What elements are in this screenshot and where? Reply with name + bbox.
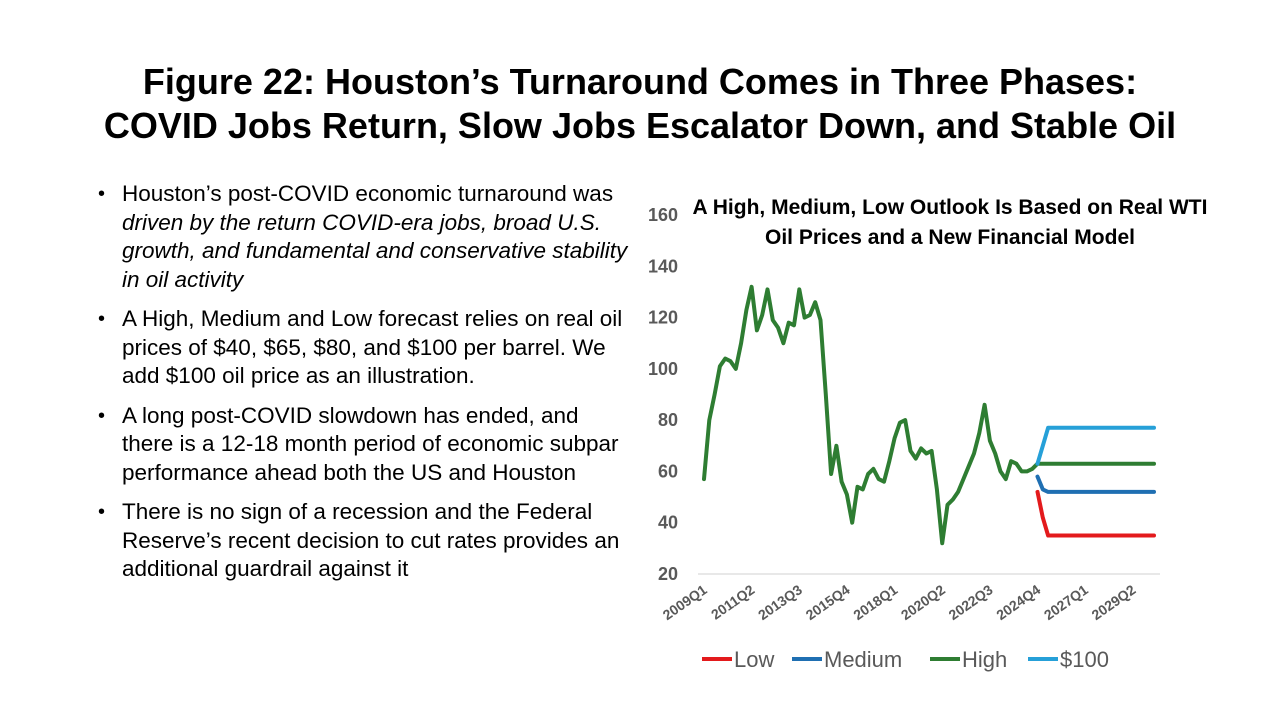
y-tick-label: 100 — [648, 359, 678, 379]
bullet-text: There is no sign of a recession and the … — [122, 499, 620, 581]
oil-price-chart: 20 40 60 80 100 120 140 160 2009Q1 2011Q2 2013Q3 20… — [640, 185, 1280, 685]
bullet-list: Houston’s post-COVID economic turnaround… — [96, 180, 636, 595]
x-tick-label: 2022Q3 — [946, 581, 996, 623]
bullet-item: A High, Medium and Low forecast relies o… — [96, 305, 636, 391]
series-line-medium — [1035, 474, 1156, 494]
x-tick-label: 2020Q2 — [898, 581, 948, 623]
y-tick-label: 60 — [658, 461, 678, 481]
legend-label-medium: Medium — [824, 647, 902, 672]
x-tick-label: 2018Q1 — [850, 581, 900, 623]
slide-title-line-2: COVID Jobs Return, Slow Jobs Escalator D… — [103, 105, 1177, 146]
x-tick-label: 2027Q1 — [1041, 581, 1091, 623]
x-tick-label: 2015Q4 — [803, 581, 853, 623]
y-tick-label: 120 — [648, 308, 678, 328]
x-tick-label: 2013Q3 — [755, 581, 805, 623]
x-tick-label: 2009Q1 — [660, 581, 710, 623]
series-line-low — [1035, 489, 1156, 538]
bullet-text: A long post-COVID slowdown has ended, an… — [122, 402, 619, 485]
slide-title: Figure 22: Houston’s Turnaround Comes in… — [0, 60, 1280, 148]
bullet-text: A High, Medium and Low forecast relies o… — [122, 306, 623, 388]
x-tick-label: 2029Q2 — [1089, 581, 1139, 623]
legend-label-low: Low — [734, 647, 774, 672]
series-line-high — [702, 284, 1156, 546]
x-tick-label: 2011Q2 — [708, 581, 758, 622]
bullet-text: Houston’s post-COVID economic turnaround… — [122, 181, 614, 206]
chart-svg: 204060801001201401602009Q12011Q22013Q320… — [648, 205, 1160, 672]
y-tick-label: 160 — [648, 205, 678, 225]
legend-label-high: High — [962, 647, 1007, 672]
y-tick-label: 80 — [658, 410, 678, 430]
slide-title-line-1: Figure 22: Houston’s Turnaround Comes in… — [142, 61, 1138, 102]
chart-title: A High, Medium, Low Outlook Is Based on … — [692, 196, 1208, 249]
y-tick-label: 20 — [658, 564, 678, 584]
y-tick-label: 40 — [658, 513, 678, 533]
y-tick-label: 140 — [648, 256, 678, 276]
series-line-100 — [1035, 425, 1156, 466]
legend-label-100: $100 — [1060, 647, 1109, 672]
x-tick-label: 2024Q4 — [993, 581, 1043, 623]
bullet-item: There is no sign of a recession and the … — [96, 498, 636, 584]
bullet-item: Houston’s post-COVID economic turnaround… — [96, 180, 636, 294]
bullet-item: A long post-COVID slowdown has ended, an… — [96, 402, 636, 488]
bullet-emphasis: driven by the return COVID-era jobs, bro… — [122, 209, 628, 292]
